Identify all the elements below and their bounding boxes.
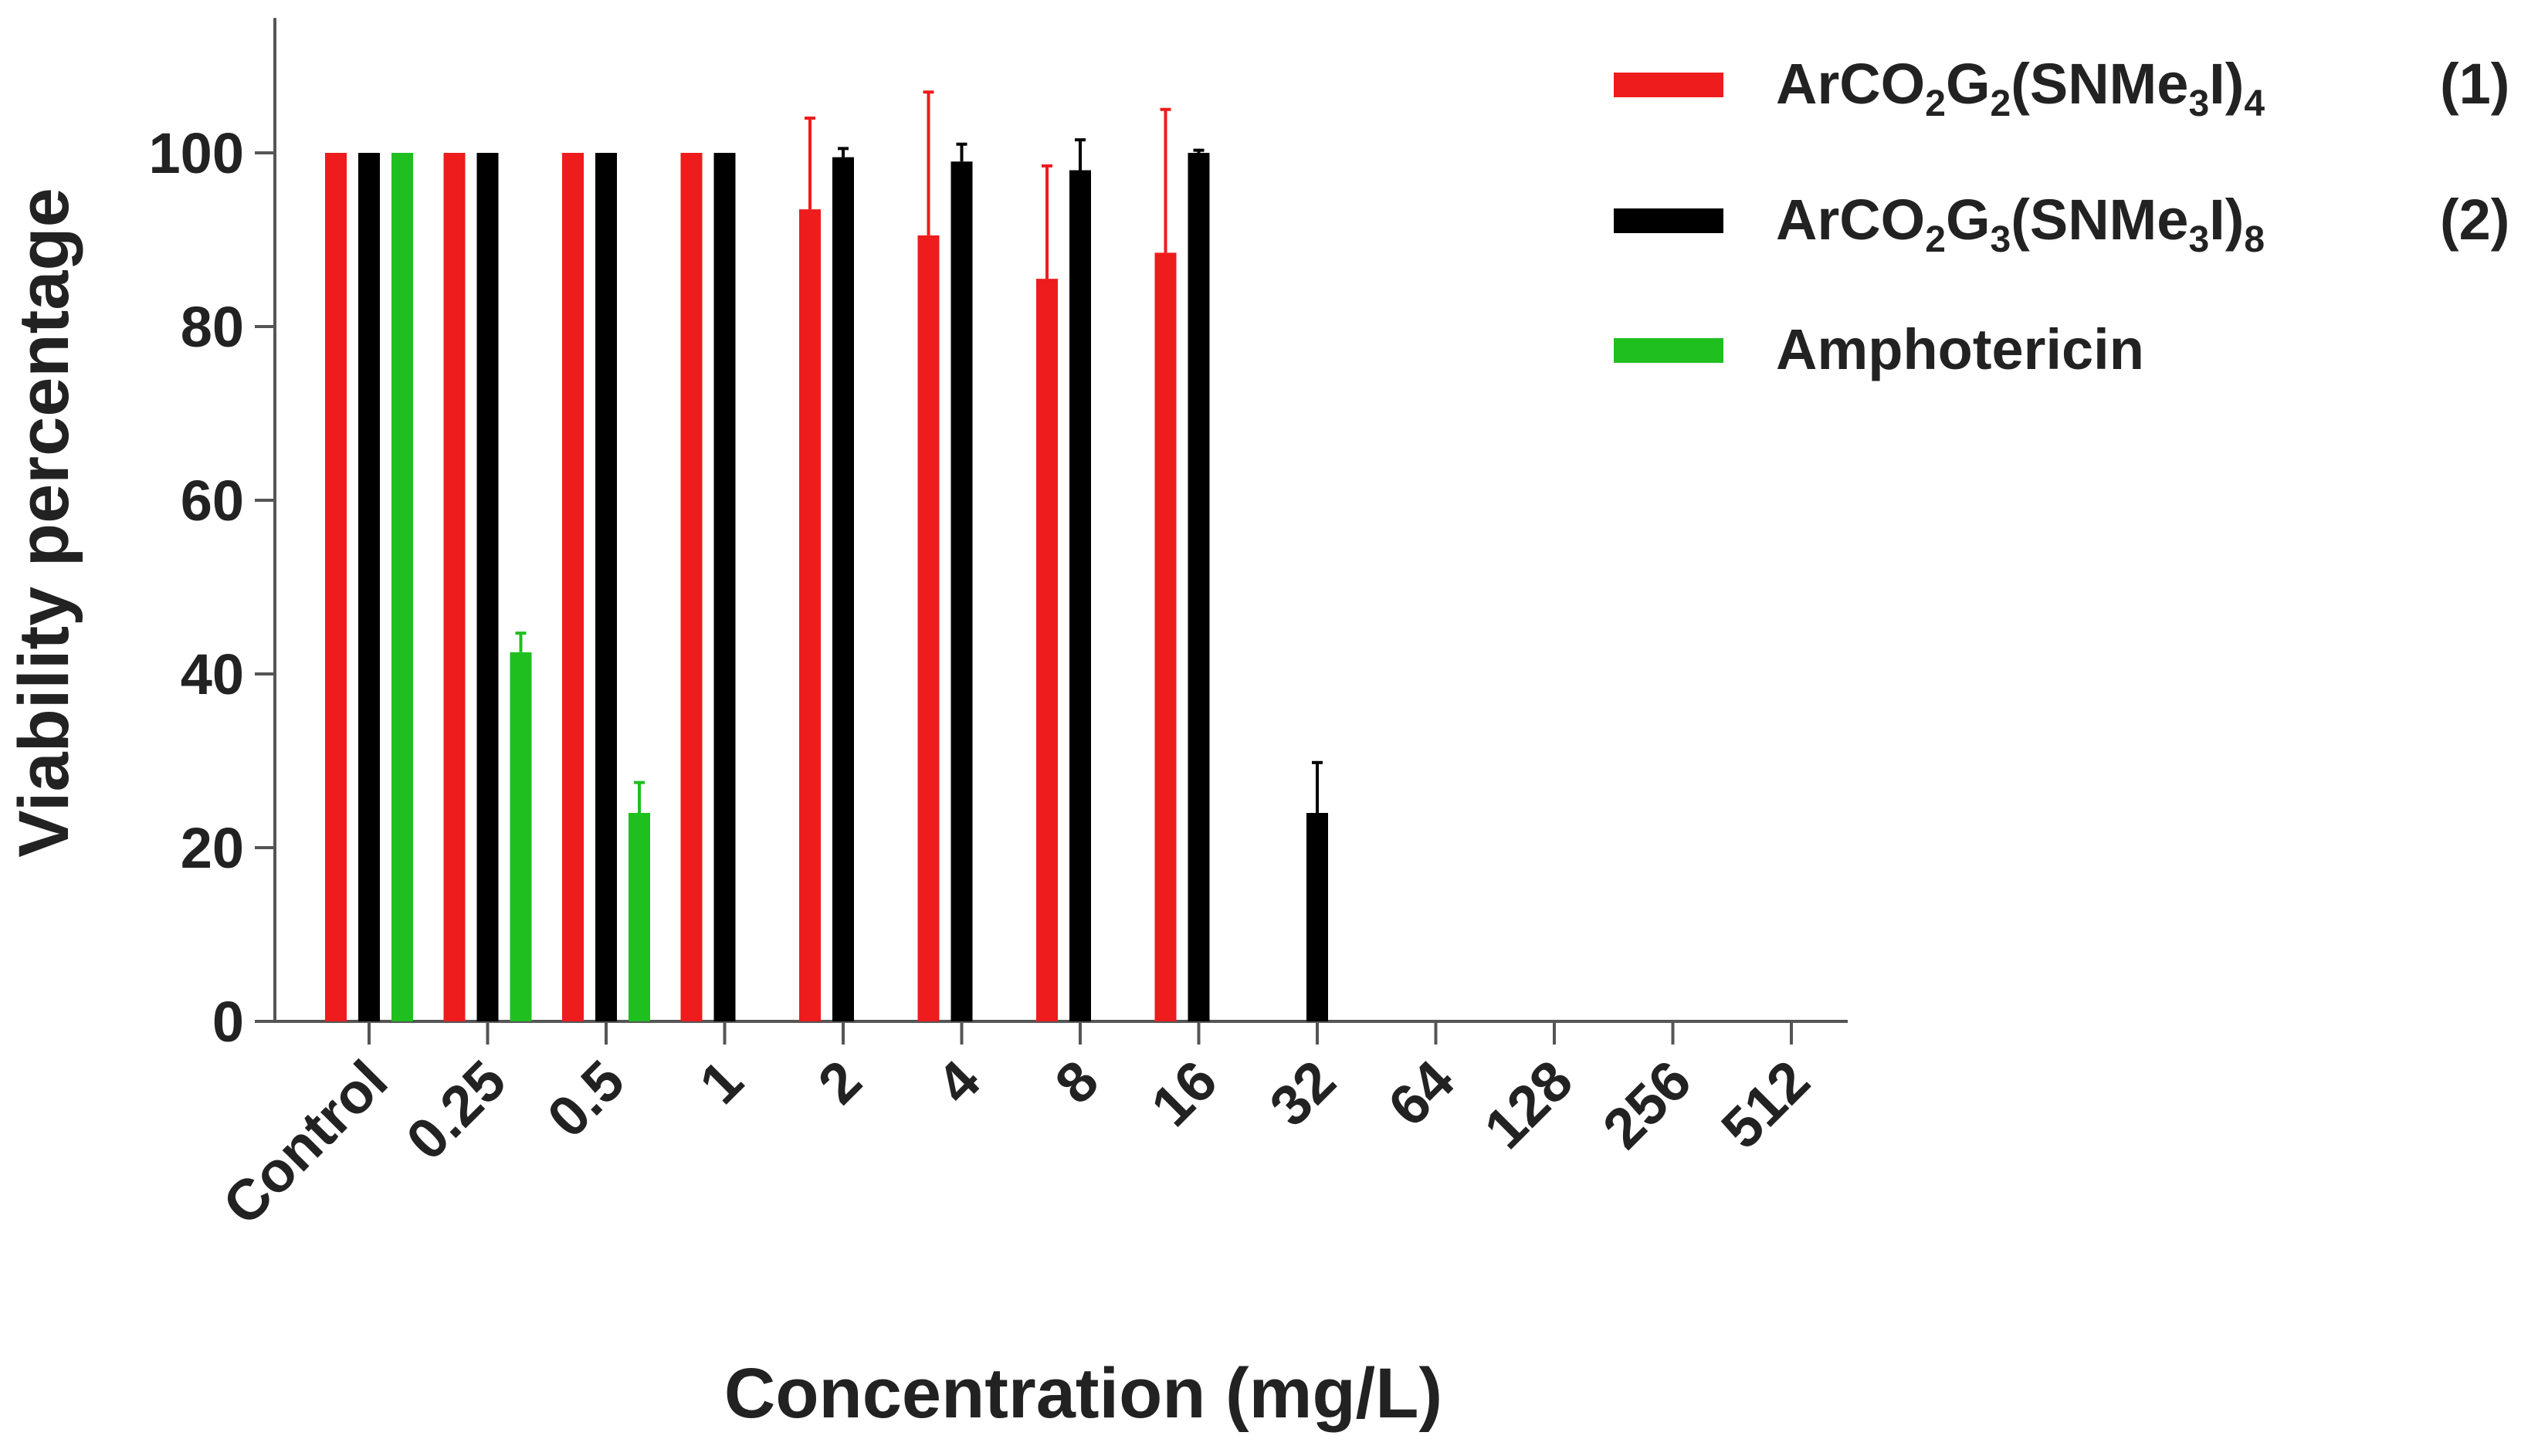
bar-series2-0 — [358, 153, 380, 1021]
legend-subscript: 2 — [1925, 83, 1946, 124]
legend-text-part: (SNMe — [2011, 188, 2188, 252]
legend-text-part: ArCO — [1776, 52, 1925, 116]
bar-series3-2 — [629, 813, 650, 1021]
legend-subscript: 4 — [2244, 83, 2265, 124]
y-tick-label: 100 — [149, 121, 244, 185]
x-tick-label: 8 — [1043, 1048, 1111, 1116]
legend-text-part: I) — [2209, 188, 2244, 252]
legend-text-part: ArCO — [1776, 188, 1925, 252]
bar-series2-4 — [832, 157, 854, 1021]
x-tick-label: 512 — [1709, 1048, 1821, 1161]
bar-series1-6 — [1036, 279, 1058, 1021]
legend-text-part: G — [1946, 52, 1991, 116]
x-tick-label: 2 — [806, 1048, 874, 1116]
bars — [325, 153, 1328, 1021]
bar-series1-2 — [562, 153, 584, 1021]
x-tick-label: 32 — [1257, 1048, 1347, 1139]
x-tick-label: 16 — [1139, 1048, 1229, 1139]
legend-suffix-series2: (2) — [2440, 188, 2509, 252]
x-tick-label: 64 — [1376, 1048, 1466, 1139]
bar-series2-8 — [1306, 813, 1328, 1021]
legend-suffix-series1: (1) — [2440, 52, 2509, 116]
bar-series3-0 — [391, 153, 413, 1021]
y-axis: 0 20 40 60 80 100 — [149, 18, 276, 1054]
legend-swatch-series1 — [1614, 73, 1723, 97]
bar-series1-1 — [443, 153, 466, 1021]
x-tick-label: 256 — [1591, 1048, 1703, 1161]
legend-subscript: 3 — [2188, 219, 2209, 260]
x-axis-title: Concentration (mg/L) — [724, 1354, 1442, 1433]
bar-series1-0 — [325, 153, 347, 1021]
x-tick-label: 4 — [924, 1048, 992, 1116]
legend-label-series2: ArCO2G3(SNMe3I)8 — [1776, 188, 2265, 260]
y-axis-title: Viability percentage — [5, 188, 83, 858]
x-tick-label: 0.5 — [535, 1048, 636, 1150]
legend-subscript: 3 — [1991, 219, 2011, 260]
legend-subscript: 8 — [2244, 219, 2265, 260]
legend-subscript: 2 — [1925, 219, 1946, 260]
x-tick-label: 0.25 — [394, 1048, 518, 1173]
bar-series2-1 — [476, 153, 499, 1021]
bar-series1-5 — [917, 235, 940, 1021]
error-bars — [515, 90, 1323, 813]
bar-series2-5 — [950, 161, 973, 1021]
bar-series1-3 — [680, 153, 703, 1021]
bar-series2-6 — [1069, 170, 1091, 1021]
legend-text-part: G — [1946, 188, 1991, 252]
legend-text-part: (SNMe — [2011, 52, 2188, 116]
bar-series2-2 — [595, 153, 617, 1021]
y-tick-label: 40 — [181, 642, 244, 706]
x-tick-label: 128 — [1472, 1048, 1584, 1161]
legend: ArCO2G2(SNMe3I)4 (1)ArCO2G3(SNMe3I)8 (2)Am… — [1614, 52, 2509, 381]
legend-subscript: 2 — [1991, 83, 2011, 124]
legend-subscript: 3 — [2188, 83, 2209, 124]
legend-label-series3: Amphotericin — [1776, 317, 2144, 381]
y-tick-label: 0 — [212, 990, 244, 1054]
legend-label-series1: ArCO2G2(SNMe3I)4 — [1776, 52, 2265, 124]
bar-series2-7 — [1188, 153, 1210, 1021]
legend-text-part: I) — [2209, 52, 2244, 116]
y-tick-label: 60 — [181, 469, 244, 533]
legend-swatch-series2 — [1614, 208, 1723, 233]
y-tick-label: 80 — [181, 295, 244, 359]
legend-swatch-series3 — [1614, 338, 1723, 363]
bar-series1-4 — [799, 209, 821, 1021]
legend-text-part: Amphotericin — [1776, 317, 2144, 381]
x-tick-label: 1 — [687, 1048, 755, 1116]
x-tick-label: Control — [211, 1048, 400, 1238]
bar-series3-1 — [510, 652, 532, 1021]
bar-series1-7 — [1154, 252, 1177, 1021]
y-tick-label: 20 — [181, 816, 244, 880]
bar-series2-3 — [713, 153, 736, 1021]
